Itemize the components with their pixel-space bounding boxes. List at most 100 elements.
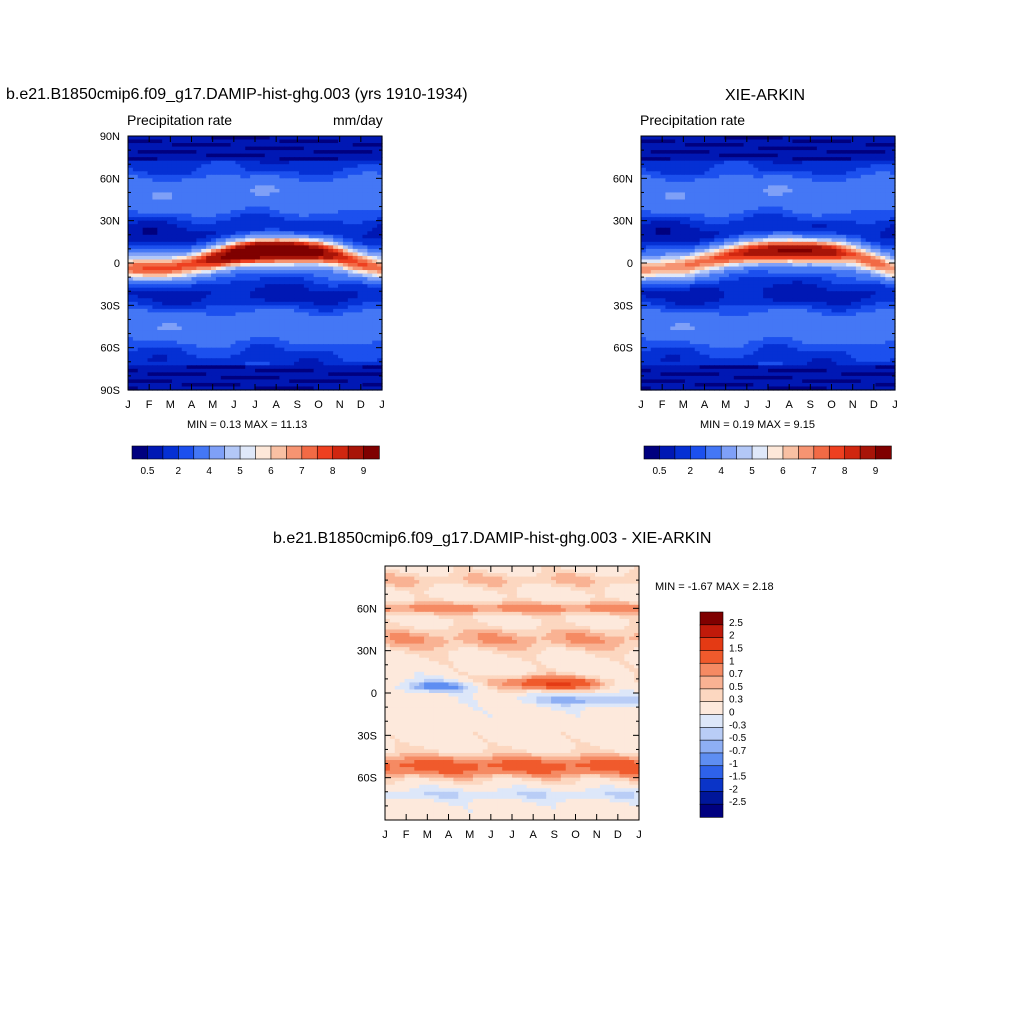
heatmap-cell <box>792 203 798 208</box>
heatmap-cell <box>352 322 359 328</box>
heatmap-cell <box>245 206 251 211</box>
heatmap-cell <box>372 248 378 254</box>
heatmap-cell <box>367 386 373 391</box>
heatmap-cell <box>377 174 383 179</box>
heatmap-cell <box>284 386 290 391</box>
heatmap-cell <box>250 143 256 148</box>
heatmap-cell <box>142 305 149 310</box>
heatmap-cell <box>318 139 324 144</box>
heatmap-cell <box>367 150 373 155</box>
heatmap-cell <box>318 347 324 352</box>
heatmap-cell <box>347 188 354 194</box>
heatmap-cell <box>259 206 266 211</box>
heatmap-cell <box>279 266 285 271</box>
heatmap-cell <box>157 178 163 183</box>
heatmap-cell <box>176 354 183 359</box>
heatmap-cell <box>230 273 237 278</box>
heatmap-cell <box>333 270 339 275</box>
heatmap-cell <box>641 195 647 201</box>
heatmap-cell <box>132 354 139 359</box>
heatmap-cell <box>284 203 290 208</box>
heatmap-cell <box>782 139 789 144</box>
heatmap-cell <box>284 273 290 278</box>
heatmap-cell <box>147 164 154 169</box>
heatmap-cell <box>352 308 359 313</box>
heatmap-cell <box>318 199 324 204</box>
heatmap-cell <box>352 252 359 257</box>
heatmap-cell <box>323 192 329 197</box>
heatmap-cell <box>269 203 276 208</box>
heatmap-cell <box>206 386 212 391</box>
heatmap-cell <box>362 284 368 289</box>
heatmap-cell <box>860 195 867 201</box>
heatmap-cell <box>206 210 212 215</box>
heatmap-cell <box>215 213 222 218</box>
heatmap-cell <box>753 199 759 204</box>
heatmap-cell <box>284 217 290 222</box>
heatmap-cell <box>240 354 246 359</box>
heatmap-cell <box>152 153 158 158</box>
heatmap-cell <box>181 195 188 201</box>
heatmap-cell <box>137 206 144 211</box>
heatmap-cell <box>811 157 818 162</box>
heatmap-cell <box>362 361 368 366</box>
heatmap-cell <box>264 347 271 352</box>
heatmap-cell <box>875 167 881 172</box>
heatmap-cell <box>328 199 334 204</box>
heatmap-cell <box>186 315 193 321</box>
heatmap-cell <box>333 164 339 169</box>
heatmap-cell <box>880 150 886 155</box>
heatmap-cell <box>211 344 217 349</box>
heatmap-cell <box>196 203 202 208</box>
heatmap-cell <box>274 312 281 317</box>
heatmap-cell <box>279 241 285 246</box>
heatmap-cell <box>670 150 676 155</box>
heatmap-cell <box>782 188 789 194</box>
heatmap-cell <box>137 333 144 338</box>
heatmap-cell <box>298 231 305 236</box>
heatmap-cell <box>367 252 373 257</box>
heatmap-cell <box>215 280 222 285</box>
heatmap-cell <box>890 195 896 201</box>
heatmap-cell <box>255 315 261 321</box>
heatmap-cell <box>181 143 188 148</box>
heatmap-cell <box>831 199 837 204</box>
heatmap-cell <box>235 167 241 172</box>
heatmap-cell <box>655 203 662 208</box>
heatmap-cell <box>250 199 256 204</box>
heatmap-cell <box>279 248 285 254</box>
heatmap-cell <box>250 234 256 239</box>
heatmap-cell <box>807 153 813 158</box>
heatmap-cell <box>196 210 202 215</box>
heatmap-cell <box>235 150 241 155</box>
heatmap-cell <box>128 333 134 338</box>
heatmap-cell <box>196 312 202 317</box>
heatmap-cell <box>225 361 232 366</box>
colorbar-swatch <box>162 445 180 460</box>
heatmap-cell <box>313 178 320 183</box>
heatmap-cell <box>211 157 217 162</box>
heatmap-cell <box>215 227 222 232</box>
heatmap-cell <box>186 199 193 204</box>
heatmap-cell <box>196 333 202 338</box>
heatmap-cell <box>274 203 281 208</box>
heatmap-cell <box>680 174 686 179</box>
heatmap-cell <box>264 227 271 232</box>
heatmap-cell <box>362 143 368 148</box>
heatmap-cell <box>709 143 715 148</box>
heatmap-cell <box>230 167 237 172</box>
heatmap-cell <box>196 199 202 204</box>
heatmap-cell <box>694 167 701 172</box>
heatmap-cell <box>264 136 271 141</box>
heatmap-cell <box>748 195 754 201</box>
heatmap-cell <box>298 188 305 194</box>
heatmap-cell <box>176 139 183 144</box>
heatmap-cell <box>264 301 271 306</box>
heatmap-cell <box>215 273 222 278</box>
heatmap-cell <box>342 136 349 141</box>
heatmap-cell <box>230 164 237 169</box>
heatmap-cell <box>860 146 867 151</box>
heatmap-cell <box>352 291 359 296</box>
heatmap-cell <box>171 252 178 257</box>
heatmap-cell <box>821 136 828 141</box>
